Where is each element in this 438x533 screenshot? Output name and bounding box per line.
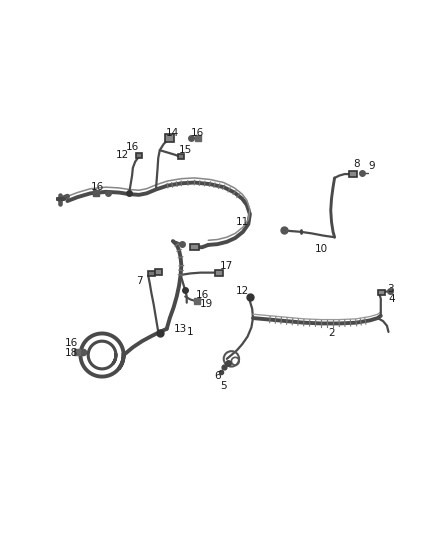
Text: 9: 9 xyxy=(368,161,375,172)
Bar xyxy=(215,270,223,276)
Text: 12: 12 xyxy=(236,286,249,296)
Bar xyxy=(349,171,357,177)
Text: 10: 10 xyxy=(315,244,328,254)
Bar xyxy=(155,269,162,274)
Bar xyxy=(148,271,155,276)
Text: 6: 6 xyxy=(214,371,221,381)
Text: 16: 16 xyxy=(191,128,204,138)
Bar xyxy=(165,134,174,142)
Text: 16: 16 xyxy=(195,290,209,300)
Text: 19: 19 xyxy=(199,299,212,309)
Text: 5: 5 xyxy=(220,381,227,391)
Text: 4: 4 xyxy=(388,294,395,304)
Text: 2: 2 xyxy=(328,328,335,338)
Text: 7: 7 xyxy=(136,276,142,286)
Bar xyxy=(177,154,184,159)
Text: 14: 14 xyxy=(166,128,180,138)
Text: 3: 3 xyxy=(387,284,393,294)
Bar xyxy=(135,153,142,158)
Bar xyxy=(190,244,199,251)
Text: 12: 12 xyxy=(116,150,129,160)
Text: 13: 13 xyxy=(174,324,187,334)
Text: 8: 8 xyxy=(353,159,360,169)
Text: 1: 1 xyxy=(187,327,194,337)
Text: 16: 16 xyxy=(126,142,139,152)
Text: 15: 15 xyxy=(179,145,192,155)
Text: 11: 11 xyxy=(236,217,249,227)
Text: 16: 16 xyxy=(91,182,104,192)
Text: 16: 16 xyxy=(65,338,78,348)
Bar xyxy=(378,290,385,295)
Text: 18: 18 xyxy=(65,348,78,358)
Text: 17: 17 xyxy=(220,262,233,271)
